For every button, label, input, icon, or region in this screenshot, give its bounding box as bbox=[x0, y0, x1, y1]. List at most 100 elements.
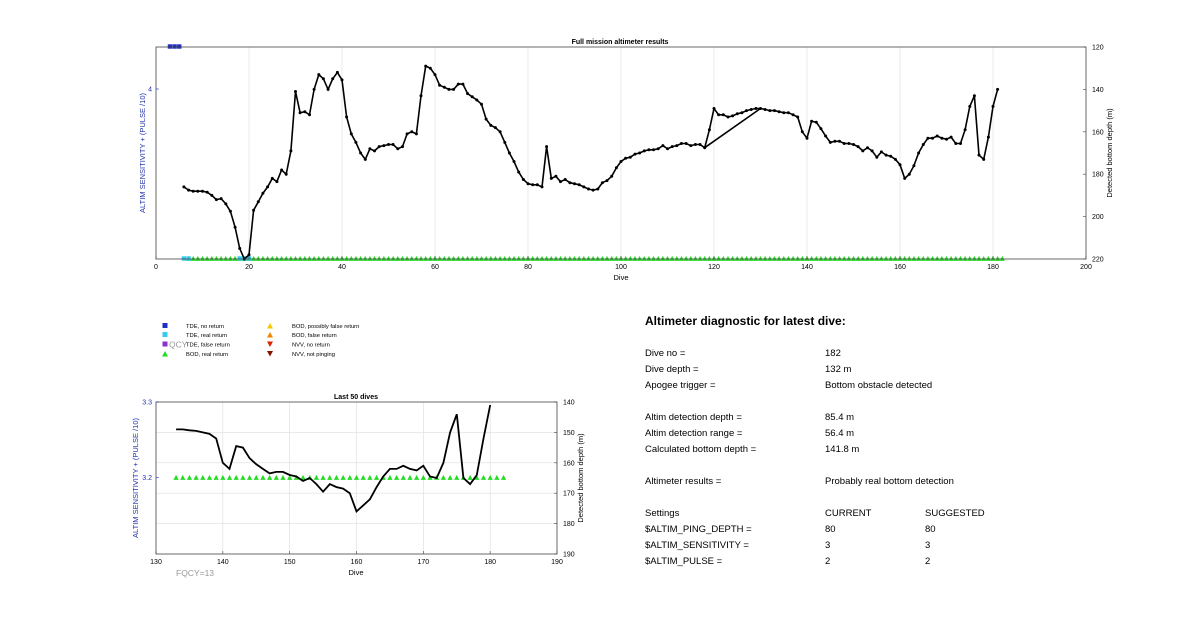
legend-label: NVV, not pinging bbox=[292, 352, 335, 358]
setting-name: $ALTIM_PULSE = bbox=[645, 556, 723, 567]
bottom-depth-point bbox=[810, 119, 814, 123]
left-tick-label: 3.2 bbox=[142, 475, 152, 482]
bottom-depth-point bbox=[512, 160, 516, 163]
settings-header-suggested: SUGGESTED bbox=[925, 508, 985, 519]
bottom-depth-point bbox=[707, 128, 711, 132]
bottom-depth-point bbox=[484, 117, 488, 121]
bottom-depth-point bbox=[698, 143, 702, 146]
bod-real-return-marker bbox=[173, 474, 179, 480]
bod-real-return-marker bbox=[781, 255, 787, 261]
bod-real-return-marker bbox=[632, 255, 638, 261]
diag-row-detection-depth: Altim detection depth = 85.4 m bbox=[645, 412, 1165, 426]
bottom-chart-title: Last 50 dives bbox=[334, 394, 378, 401]
bod-real-return-marker bbox=[544, 255, 550, 261]
bottom-depth-point bbox=[773, 109, 776, 113]
x-tick-label: 160 bbox=[351, 559, 363, 566]
bottom-depth-point bbox=[498, 130, 502, 134]
bottom-depth-point bbox=[861, 149, 865, 153]
bod-real-return-marker bbox=[474, 474, 480, 480]
bod-real-return-marker bbox=[925, 255, 931, 261]
bod-real-return-marker bbox=[399, 255, 406, 261]
bottom-depth-point bbox=[401, 145, 404, 149]
bod-real-return-marker bbox=[790, 255, 796, 261]
bod-real-return-marker bbox=[795, 255, 801, 261]
bod-real-return-marker bbox=[985, 255, 991, 261]
bottom-depth-point bbox=[531, 183, 535, 187]
bottom-depth-point bbox=[619, 160, 623, 163]
bod-real-return-marker bbox=[395, 255, 401, 261]
diag-label: Dive no = bbox=[645, 348, 686, 359]
bod-real-return-marker bbox=[381, 255, 387, 261]
bottom-depth-point bbox=[205, 190, 209, 194]
bod-real-return-marker bbox=[604, 255, 610, 261]
diag-label: Altim detection depth = bbox=[645, 412, 742, 423]
legend-square-marker bbox=[162, 341, 168, 347]
bod-real-return-marker bbox=[260, 255, 266, 261]
bottom-depth-point bbox=[726, 115, 730, 119]
bod-real-return-marker bbox=[957, 255, 964, 261]
setting-current: 3 bbox=[825, 540, 831, 551]
bottom-depth-point bbox=[591, 188, 595, 192]
top-chart-grid bbox=[248, 47, 994, 259]
bottom-depth-point bbox=[503, 140, 507, 144]
bod-real-return-marker bbox=[333, 474, 340, 480]
tde-no-return-marker bbox=[167, 44, 173, 49]
bod-real-return-marker bbox=[455, 255, 461, 261]
bottom-depth-point bbox=[368, 147, 372, 151]
bod-real-return-marker bbox=[506, 255, 512, 261]
bod-real-return-marker bbox=[846, 255, 852, 261]
bottom-depth-point bbox=[442, 85, 446, 89]
bod-real-return-marker bbox=[962, 255, 968, 261]
bod-real-return-marker bbox=[557, 255, 564, 261]
bod-real-return-marker bbox=[446, 255, 452, 261]
bod-real-return-marker bbox=[934, 255, 940, 261]
top-chart-x-ticks: 0 20 40 60 80 100 120 140 160 180 200 bbox=[154, 256, 1092, 271]
bod-real-return-marker bbox=[404, 255, 410, 261]
bod-real-return-marker bbox=[306, 255, 313, 261]
bottom-depth-point bbox=[359, 151, 363, 155]
bod-real-return-marker bbox=[850, 255, 857, 261]
bottom-depth-point bbox=[345, 115, 349, 119]
bod-real-return-marker bbox=[530, 255, 536, 261]
bottom-depth-point bbox=[187, 188, 191, 192]
bod-real-return-marker bbox=[311, 255, 317, 261]
bod-real-return-marker bbox=[218, 255, 224, 261]
bod-real-return-marker bbox=[467, 474, 473, 480]
bod-real-return-marker bbox=[409, 255, 415, 261]
bottom-chart-ylabel-right: Detected bottom depth (m) bbox=[576, 433, 585, 523]
bottom-depth-point bbox=[284, 172, 288, 176]
bod-real-return-marker bbox=[836, 255, 843, 261]
bottom-depth-point bbox=[800, 130, 804, 134]
bottom-chart-series bbox=[173, 404, 507, 513]
legend-triangle-down-marker bbox=[267, 341, 273, 347]
settings-header: Settings CURRENT SUGGESTED bbox=[645, 508, 1165, 522]
bod-real-return-marker bbox=[246, 474, 253, 480]
bod-real-return-marker bbox=[567, 255, 573, 261]
bottom-depth-point bbox=[298, 111, 302, 115]
bottom-depth-point bbox=[331, 77, 335, 81]
bod-real-return-marker bbox=[920, 255, 926, 261]
bod-real-return-marker bbox=[888, 255, 894, 261]
bottom-depth-point bbox=[256, 200, 260, 204]
bod-real-return-marker bbox=[348, 255, 354, 261]
bottom-depth-point bbox=[521, 178, 525, 181]
bottom-depth-point bbox=[889, 154, 893, 158]
bottom-depth-point bbox=[568, 181, 572, 185]
bod-real-return-marker bbox=[344, 255, 350, 261]
bod-real-return-marker bbox=[813, 255, 819, 261]
diag-row-dive-no: Dive no = 182 bbox=[645, 348, 1165, 362]
bottom-depth-point bbox=[228, 209, 232, 213]
bod-real-return-marker bbox=[297, 255, 303, 261]
bod-real-return-marker bbox=[360, 474, 366, 480]
bod-real-return-marker bbox=[753, 255, 759, 261]
bottom-depth-point bbox=[387, 143, 390, 146]
bottom-depth-point bbox=[745, 109, 748, 113]
bod-real-return-marker bbox=[302, 255, 308, 261]
bod-real-return-marker bbox=[948, 255, 954, 261]
bottom-depth-point bbox=[907, 172, 911, 176]
x-tick-label: 60 bbox=[431, 264, 439, 271]
legend-label: TDE, no return bbox=[186, 324, 224, 330]
bottom-depth-point bbox=[656, 147, 660, 151]
bottom-depth-point bbox=[577, 183, 581, 187]
bottom-depth-point bbox=[261, 191, 265, 195]
